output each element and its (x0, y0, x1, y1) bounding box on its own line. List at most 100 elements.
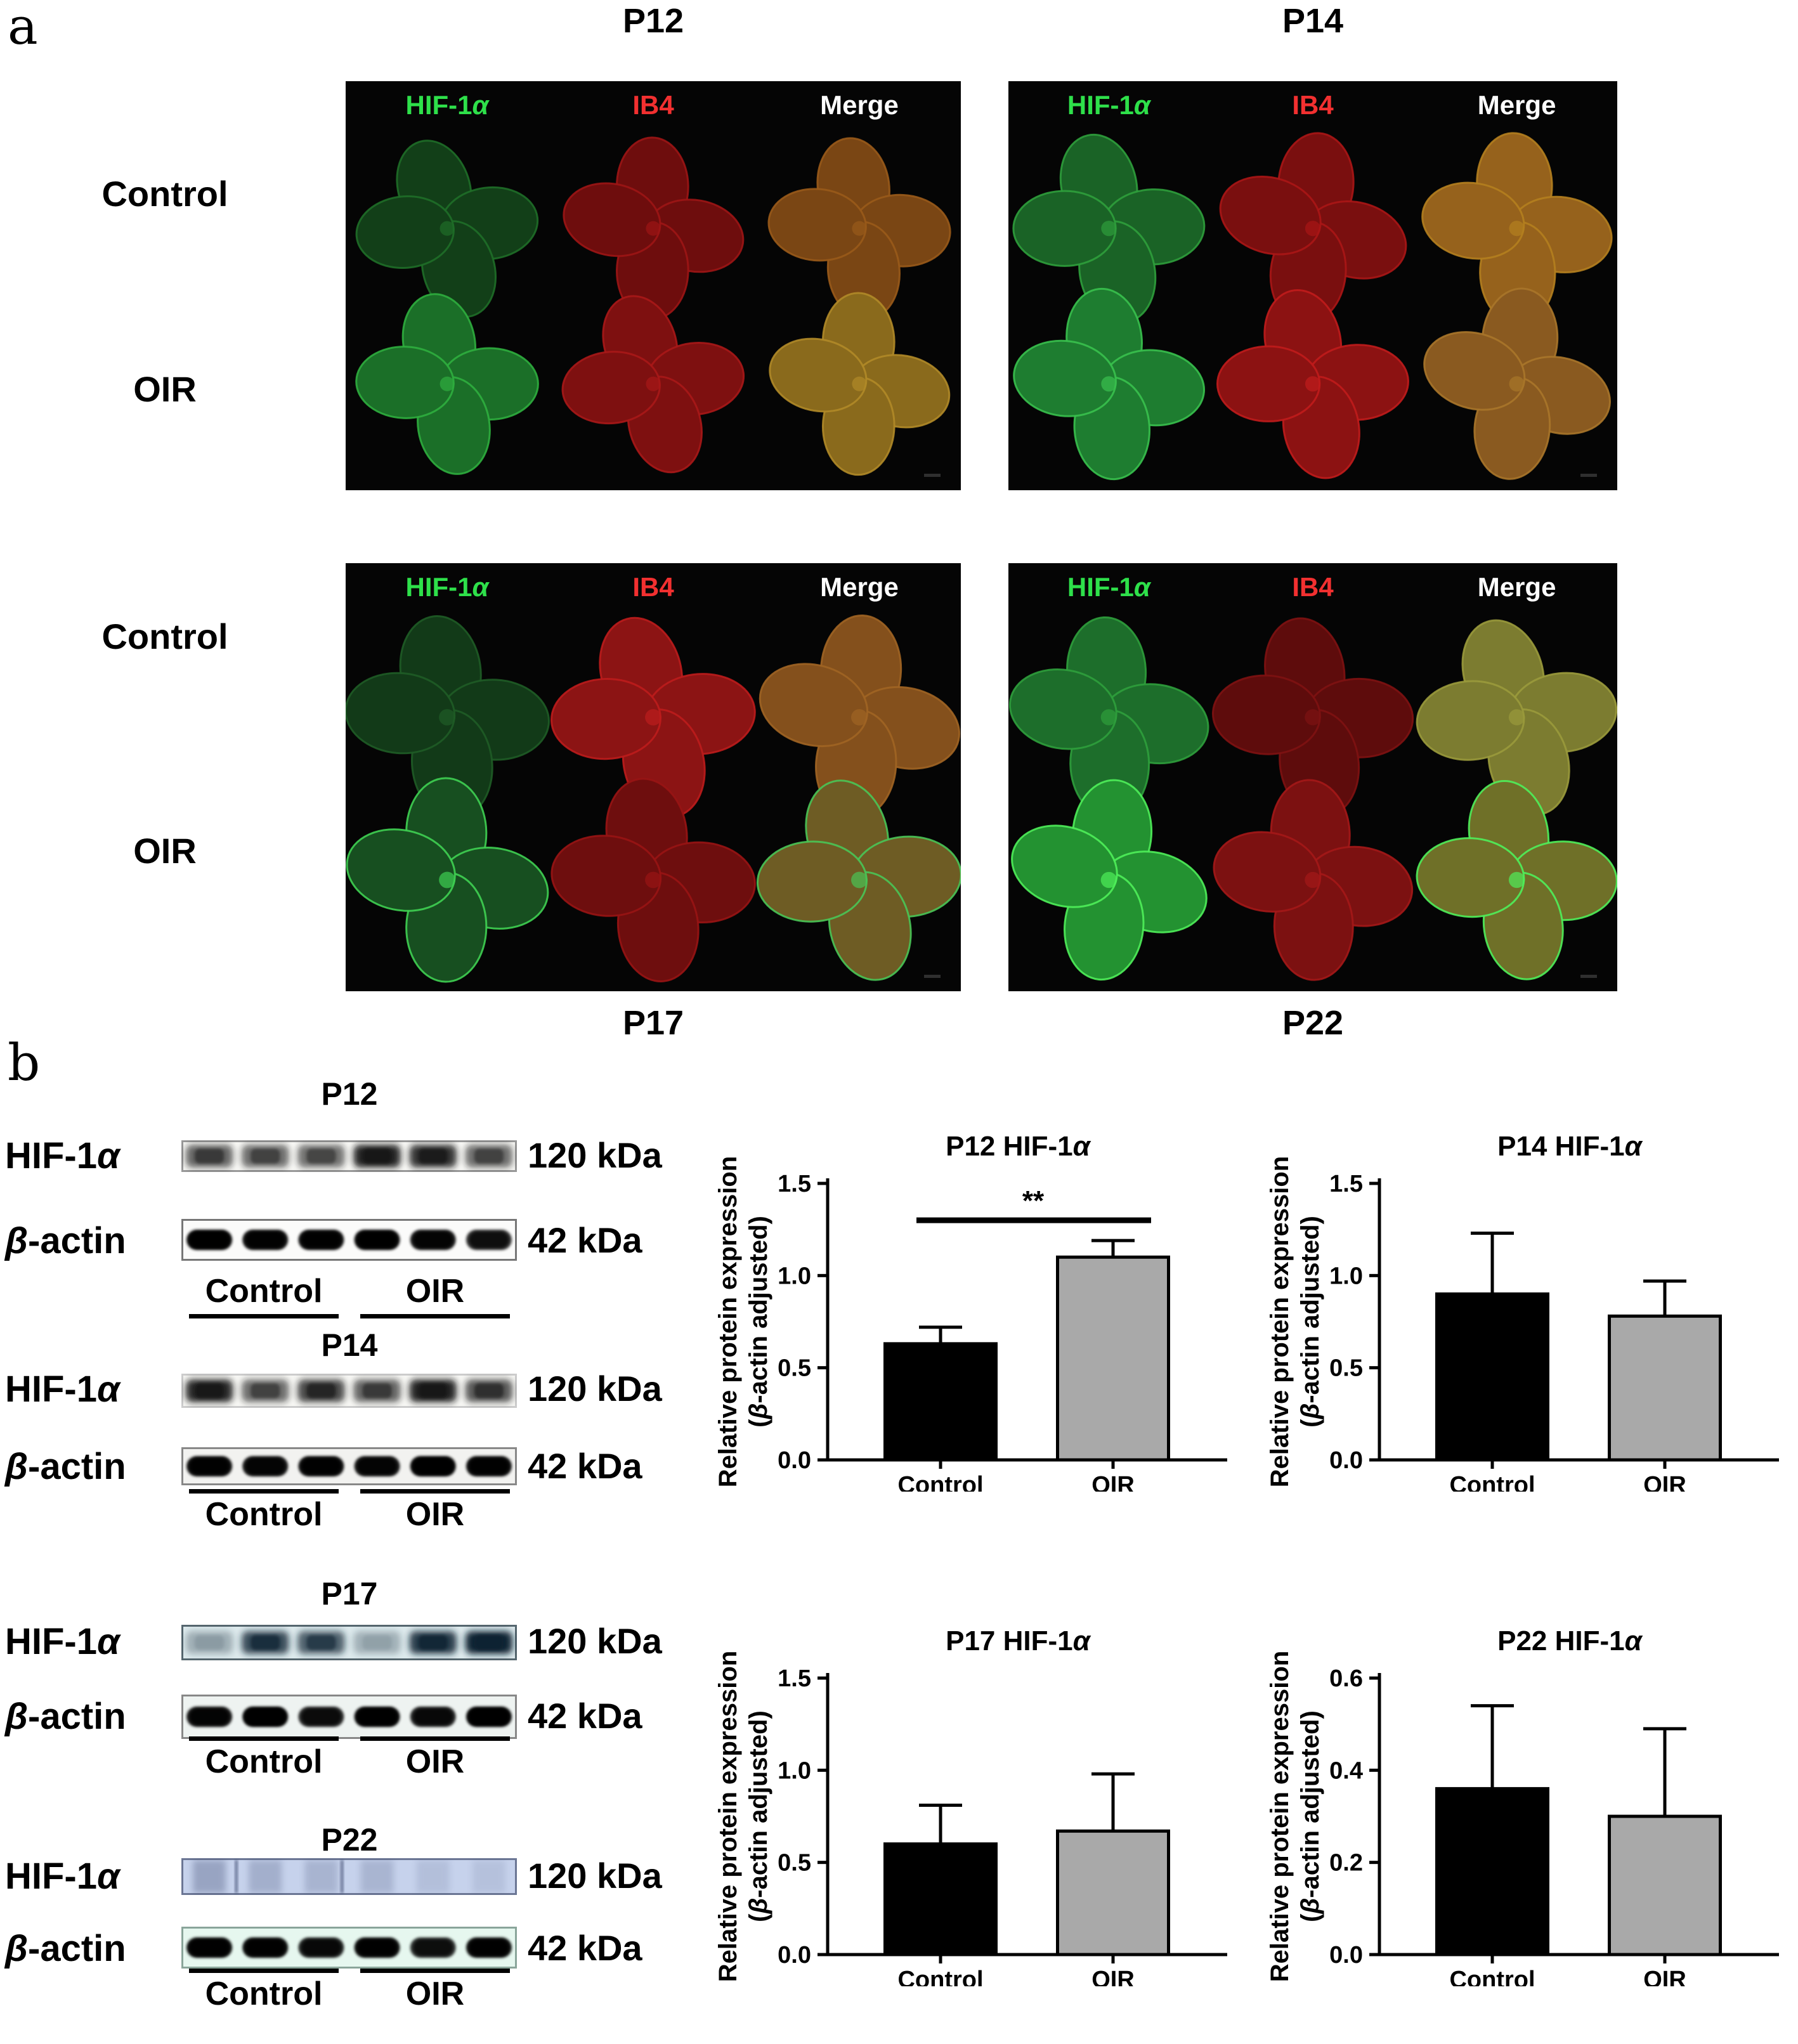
western-blot-hif1a-p17 (181, 1625, 517, 1660)
panel-a-title-p12: P12 (622, 2, 684, 40)
kda-label-hif1a-p12: 120 kDa (528, 1135, 662, 1175)
svg-text:Control: Control (897, 1472, 983, 1492)
svg-text:1.5: 1.5 (778, 1171, 811, 1197)
lane-underline (189, 1314, 339, 1318)
lane-group-oir-p17: OIR (405, 1743, 465, 1780)
svg-text:P17 HIF-1α: P17 HIF-1α (946, 1625, 1091, 1657)
lane-underline (360, 1489, 510, 1494)
western-blot-bactin-p17 (181, 1695, 517, 1739)
kda-label-bactin-p12: 42 kDa (528, 1220, 642, 1260)
svg-text:OIR: OIR (1643, 1967, 1686, 1986)
blot-row-label-hif1a-p14: HIF-1α (5, 1369, 120, 1410)
svg-text:IB4: IB4 (632, 90, 674, 120)
western-blot-hif1a-p14 (181, 1374, 517, 1408)
lane-group-control-p12: Control (205, 1273, 323, 1310)
fluorescence-block-p17: HIF-1α IB4 Merge (346, 563, 961, 991)
panel-a-row-label-oir-bottom: OIR (133, 831, 197, 871)
svg-text:Merge: Merge (1478, 572, 1556, 602)
blot-row-label-bactin-p22: β-actin (5, 1928, 126, 1969)
svg-text:P12 HIF-1α: P12 HIF-1α (946, 1131, 1091, 1162)
blot-row-label-bactin-p14: β-actin (5, 1446, 126, 1487)
blot-row-label-hif1a-p12: HIF-1α (5, 1135, 120, 1176)
panel-a-row-label-oir-top: OIR (133, 369, 197, 409)
svg-text:IB4: IB4 (632, 572, 674, 602)
lane-group-oir-p12: OIR (405, 1273, 465, 1310)
svg-text:0.5: 0.5 (778, 1850, 811, 1877)
svg-text:1.0: 1.0 (778, 1263, 811, 1289)
svg-text:0.0: 0.0 (1329, 1942, 1363, 1969)
western-blot-bactin-p22 (181, 1927, 517, 1969)
svg-text:OIR: OIR (1643, 1472, 1686, 1492)
svg-text:Relative protein expression: Relative protein expression (1266, 1156, 1294, 1487)
lane-underline (360, 1969, 510, 1973)
svg-text:OIR: OIR (1091, 1967, 1135, 1986)
bar-chart-p17-hif1a: P17 HIF-1α 0.0 0.5 1.0 1.5 Relative protein e… (714, 1625, 1227, 1986)
svg-text:(β-actin adjusted): (β-actin adjusted) (1296, 1710, 1324, 1922)
lane-underline (189, 1969, 339, 1973)
lane-underline (189, 1736, 339, 1741)
panel-a-title-p17: P17 (622, 1004, 684, 1042)
svg-text:0.0: 0.0 (1329, 1447, 1363, 1474)
svg-text:Merge: Merge (1478, 90, 1556, 120)
blot-row-label-bactin-p17: β-actin (5, 1696, 126, 1737)
kda-label-hif1a-p17: 120 kDa (528, 1621, 662, 1661)
panel-a-title-p14: P14 (1282, 2, 1344, 40)
kda-label-hif1a-p14: 120 kDa (528, 1369, 662, 1409)
svg-text:0.5: 0.5 (778, 1355, 811, 1382)
bar-chart-p22-hif1a: P22 HIF-1α 0.0 0.2 0.4 0.6 Relative protein e… (1266, 1625, 1779, 1986)
svg-text:**: ** (1022, 1185, 1045, 1216)
fluorescence-block-p12: HIF-1α IB4 Merge (346, 81, 961, 490)
svg-text:Relative protein expression: Relative protein expression (1266, 1651, 1294, 1982)
svg-text:IB4: IB4 (1292, 90, 1334, 120)
kda-label-bactin-p14: 42 kDa (528, 1446, 642, 1486)
lane-underline (360, 1314, 510, 1318)
panel-a-letter: a (8, 0, 38, 56)
lane-underline (360, 1736, 510, 1741)
svg-text:Merge: Merge (820, 90, 899, 120)
svg-text:1.0: 1.0 (1329, 1263, 1363, 1289)
panel-a-row-label-control-bottom: Control (101, 616, 228, 656)
blot-title-p22: P22 (321, 1822, 378, 1858)
svg-text:Merge: Merge (820, 572, 899, 602)
svg-text:0.0: 0.0 (778, 1942, 811, 1969)
svg-text:P14 HIF-1α: P14 HIF-1α (1497, 1131, 1643, 1162)
western-blot-bactin-p12 (181, 1219, 517, 1261)
svg-text:HIF-1α: HIF-1α (1067, 572, 1152, 602)
blot-row-label-bactin-p12: β-actin (5, 1220, 126, 1261)
svg-text:HIF-1α: HIF-1α (406, 90, 490, 120)
lane-group-oir-p22: OIR (405, 1976, 465, 2012)
kda-label-bactin-p17: 42 kDa (528, 1696, 642, 1736)
lane-group-control-p17: Control (205, 1743, 323, 1780)
blot-row-label-hif1a-p22: HIF-1α (5, 1856, 120, 1897)
svg-text:IB4: IB4 (1292, 572, 1334, 602)
western-blot-hif1a-p22 (181, 1858, 517, 1895)
svg-text:0.5: 0.5 (1329, 1355, 1363, 1382)
lane-group-control-p22: Control (205, 1976, 323, 2012)
svg-text:Relative protein expression: Relative protein expression (714, 1651, 742, 1982)
svg-text:1.5: 1.5 (778, 1665, 811, 1692)
lane-group-oir-p14: OIR (405, 1496, 465, 1533)
svg-text:1.0: 1.0 (778, 1757, 811, 1784)
svg-text:Control: Control (897, 1967, 983, 1986)
blot-title-p12: P12 (321, 1076, 378, 1112)
svg-text:0.0: 0.0 (778, 1447, 811, 1474)
blot-title-p17: P17 (321, 1576, 378, 1611)
svg-text:HIF-1α: HIF-1α (1067, 90, 1152, 120)
fluorescence-block-p22: HIF-1α IB4 Merge (1008, 563, 1617, 991)
kda-label-hif1a-p22: 120 kDa (528, 1856, 662, 1896)
svg-text:(β-actin adjusted): (β-actin adjusted) (745, 1216, 772, 1428)
fluorescence-block-p14: HIF-1α IB4 Merge (1008, 81, 1617, 490)
western-blot-bactin-p14 (181, 1447, 517, 1485)
svg-text:0.6: 0.6 (1329, 1665, 1363, 1692)
svg-text:HIF-1α: HIF-1α (406, 572, 490, 602)
svg-text:(β-actin adjusted): (β-actin adjusted) (745, 1710, 772, 1922)
svg-text:P22 HIF-1α: P22 HIF-1α (1497, 1625, 1643, 1657)
panel-a-row-label-control-top: Control (101, 174, 228, 214)
blot-title-p14: P14 (321, 1327, 378, 1363)
svg-text:Control: Control (1449, 1472, 1535, 1492)
western-blot-hif1a-p12 (181, 1140, 517, 1172)
svg-text:0.4: 0.4 (1329, 1757, 1363, 1784)
kda-label-bactin-p22: 42 kDa (528, 1928, 642, 1968)
panel-a-title-p22: P22 (1282, 1004, 1344, 1042)
